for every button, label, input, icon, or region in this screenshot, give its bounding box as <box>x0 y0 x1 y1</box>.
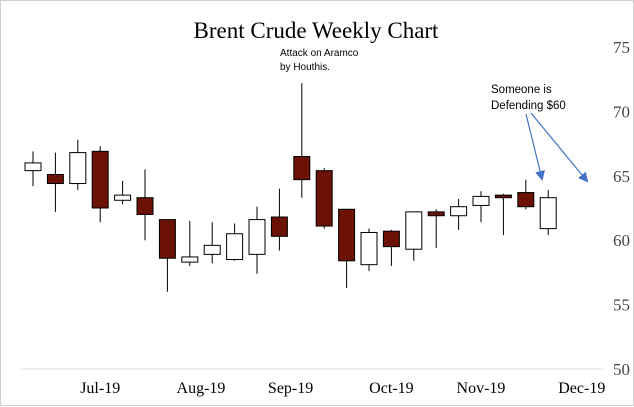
candle <box>248 206 266 274</box>
candle <box>539 189 557 236</box>
annotation-aramco-line-1: Attack on Aramco <box>280 48 359 59</box>
candle-body <box>24 162 42 172</box>
candle-body <box>248 219 266 255</box>
x-tick-label: Sep-19 <box>268 380 313 397</box>
candle <box>472 191 490 223</box>
candle-body <box>114 194 132 201</box>
candle <box>203 222 221 264</box>
x-tick-label: Aug-19 <box>177 380 226 397</box>
annotation-defending: Someone is Defending $60 <box>491 84 589 183</box>
candle <box>360 228 378 272</box>
candle-body <box>315 170 333 227</box>
candle-body <box>158 219 176 259</box>
candle <box>226 223 244 261</box>
candle <box>382 229 400 266</box>
y-tick-label: 55 <box>613 296 630 315</box>
candle <box>24 151 42 187</box>
candle <box>69 139 87 190</box>
candle-body <box>427 211 445 217</box>
x-tick-label: Jul-19 <box>80 380 120 397</box>
candle <box>427 209 445 248</box>
candle-body <box>46 174 64 185</box>
annotation-arrow-left <box>525 113 545 181</box>
candle <box>114 180 132 205</box>
x-axis-ticks: Jul-19 Aug-19 Sep-19 Oct-19 Nov-19 Dec-19 <box>80 380 605 397</box>
candle-body <box>382 230 400 248</box>
candle-body <box>450 206 468 217</box>
annotation-arrow-right <box>530 112 589 183</box>
candle <box>136 169 154 241</box>
annotation-aramco: Attack on Aramco by Houthis. <box>280 48 359 73</box>
annotation-defending-line-2: Defending $60 <box>491 100 566 112</box>
candle <box>270 188 288 251</box>
candle <box>293 83 311 198</box>
candle <box>450 198 468 230</box>
candle-body <box>293 155 311 181</box>
candle-body <box>472 195 490 206</box>
x-tick-label: Dec-19 <box>558 380 605 397</box>
candle-body <box>181 256 199 263</box>
candle <box>158 219 176 292</box>
candle-body <box>539 197 557 230</box>
y-tick-label: 50 <box>613 360 630 379</box>
candle-body <box>203 244 221 255</box>
annotation-aramco-line-2: by Houthis. <box>280 62 330 73</box>
candle-body <box>494 194 512 199</box>
y-tick-label: 70 <box>613 102 630 121</box>
y-axis-ticks: 50 55 60 65 70 75 <box>613 38 630 379</box>
candle-body <box>405 211 423 250</box>
candle-body <box>360 231 378 266</box>
candle <box>494 193 512 236</box>
candle <box>46 152 64 212</box>
candle <box>315 168 333 229</box>
x-tick-label: Nov-19 <box>457 380 506 397</box>
candle-body <box>226 233 244 261</box>
annotation-defending-line-1: Someone is <box>491 84 552 96</box>
y-tick-label: 65 <box>613 167 630 186</box>
y-tick-label: 75 <box>613 38 630 57</box>
candle <box>181 220 199 266</box>
y-tick-label: 60 <box>613 231 630 250</box>
candle-body <box>338 208 356 262</box>
candle-body <box>270 216 288 237</box>
candle-body <box>136 197 154 215</box>
candles <box>24 83 557 292</box>
candle <box>338 208 356 288</box>
x-tick-label: Oct-19 <box>369 380 413 397</box>
candle <box>517 179 535 210</box>
candle-body <box>91 150 109 209</box>
candle <box>91 146 109 223</box>
candle-body <box>517 192 535 208</box>
chart-title: Brent Crude Weekly Chart <box>194 18 440 43</box>
candle <box>405 211 423 261</box>
candle-body <box>69 152 87 185</box>
